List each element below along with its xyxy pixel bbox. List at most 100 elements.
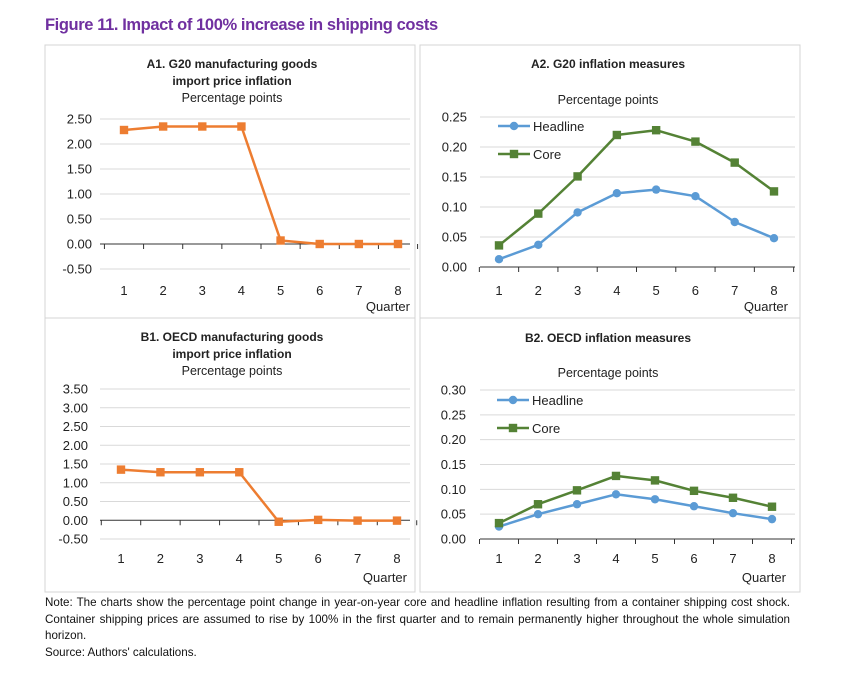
y-tick-label: 3.00 — [63, 400, 88, 415]
data-point — [237, 122, 246, 131]
data-point — [769, 234, 779, 243]
data-point — [611, 471, 621, 481]
data-point — [534, 209, 543, 218]
x-tick-label: 3 — [199, 283, 206, 298]
data-point — [156, 468, 165, 477]
x-tick-label: 4 — [613, 283, 620, 298]
data-point — [730, 217, 739, 227]
panel-border — [44, 317, 416, 593]
figure-source: Source: Authors' calculations. — [45, 646, 197, 659]
y-tick-label: 0.00 — [441, 532, 466, 547]
data-point — [650, 476, 660, 485]
chart-unit-label: Percentage points — [182, 364, 283, 378]
x-tick-label: 6 — [690, 551, 697, 566]
y-tick-label: 1.00 — [63, 475, 88, 490]
data-point — [198, 122, 207, 131]
y-tick-label: 2.00 — [63, 438, 88, 453]
data-point — [769, 187, 779, 196]
chart-unit-label: Percentage points — [558, 93, 659, 107]
y-tick-label: 0.05 — [441, 507, 466, 522]
data-point — [353, 516, 362, 525]
legend-marker — [509, 121, 519, 131]
chart-unit-label: Percentage points — [182, 91, 283, 105]
x-axis-label: Quarter — [744, 299, 789, 314]
y-tick-label: 0.25 — [442, 110, 467, 125]
y-tick-label: 1.50 — [67, 162, 92, 177]
x-tick-label: 4 — [612, 551, 619, 566]
chart-b1: B1. OECD manufacturing goods import price… — [44, 317, 418, 593]
data-point — [767, 502, 777, 511]
chart-title: A1. G20 manufacturing goods — [147, 57, 318, 71]
legend-marker — [509, 149, 519, 159]
y-tick-label: 0.20 — [442, 140, 467, 155]
series-line — [498, 128, 775, 247]
series-headline — [494, 490, 777, 531]
chart-unit-label: Percentage points — [558, 366, 659, 380]
data-point — [274, 517, 283, 526]
x-tick-label: 6 — [315, 551, 322, 566]
x-tick-label: 5 — [275, 551, 282, 566]
x-axis-label: Quarter — [742, 570, 787, 585]
y-tick-label: 0.30 — [441, 383, 466, 398]
data-point — [691, 192, 700, 201]
y-tick-label: 0.05 — [442, 230, 467, 245]
data-point — [393, 239, 403, 249]
x-tick-label: 1 — [117, 551, 124, 566]
x-tick-label: 2 — [157, 551, 164, 566]
y-tick-label: 0.10 — [442, 200, 467, 215]
data-point — [494, 255, 504, 264]
data-point — [572, 486, 582, 495]
legend-item-core: Core — [497, 421, 560, 436]
x-tick-label: 5 — [651, 551, 658, 566]
panel-border — [419, 317, 801, 593]
x-axis-label: Quarter — [363, 570, 408, 585]
data-point — [494, 518, 504, 528]
series-line — [119, 122, 403, 249]
y-tick-label: 0.00 — [63, 513, 88, 528]
series-line — [498, 474, 773, 525]
chart-a2: A2. G20 inflation measures Percentage poi… — [419, 44, 801, 319]
y-tick-label: 0.50 — [63, 494, 88, 509]
series-core — [494, 471, 777, 528]
x-tick-label: 3 — [196, 551, 203, 566]
data-point — [533, 509, 543, 519]
chart-title: B1. OECD manufacturing goods — [141, 330, 324, 344]
x-tick-label: 7 — [355, 283, 362, 298]
y-tick-label: 2.50 — [67, 112, 92, 127]
data-point — [730, 158, 739, 167]
x-tick-label: 4 — [238, 283, 245, 298]
series-line — [120, 468, 397, 523]
data-point — [650, 495, 660, 504]
data-point — [392, 516, 402, 525]
legend-marker — [508, 395, 518, 405]
chart-title: import price inflation — [172, 347, 291, 361]
series-headline — [494, 185, 779, 264]
data-point — [728, 508, 738, 518]
y-tick-label: 0.15 — [441, 457, 466, 472]
data-point — [611, 490, 621, 499]
y-tick-label: -0.50 — [58, 532, 88, 547]
y-tick-label: 2.00 — [67, 137, 92, 152]
figure-note: Note: The charts show the percentage poi… — [45, 596, 790, 642]
x-tick-label: 7 — [731, 283, 738, 298]
y-tick-label: 0.10 — [441, 482, 466, 497]
x-tick-label: 6 — [316, 283, 323, 298]
data-point — [354, 239, 364, 249]
x-tick-label: 2 — [160, 283, 167, 298]
x-tick-label: 7 — [729, 551, 736, 566]
y-tick-label: 0.20 — [441, 432, 466, 447]
legend-label: Headline — [532, 393, 583, 408]
series-line — [498, 188, 775, 261]
x-tick-label: 2 — [535, 283, 542, 298]
legend-label: Core — [532, 421, 560, 436]
data-point — [158, 122, 168, 131]
data-point — [689, 502, 699, 511]
x-tick-label: 1 — [495, 551, 502, 566]
data-point — [573, 172, 582, 181]
x-tick-label: 5 — [277, 283, 284, 298]
chart-a1: A1. G20 manufacturing goods import price … — [44, 44, 419, 319]
data-point — [767, 514, 777, 524]
y-tick-label: 2.50 — [63, 419, 88, 434]
x-tick-label: 7 — [354, 551, 361, 566]
